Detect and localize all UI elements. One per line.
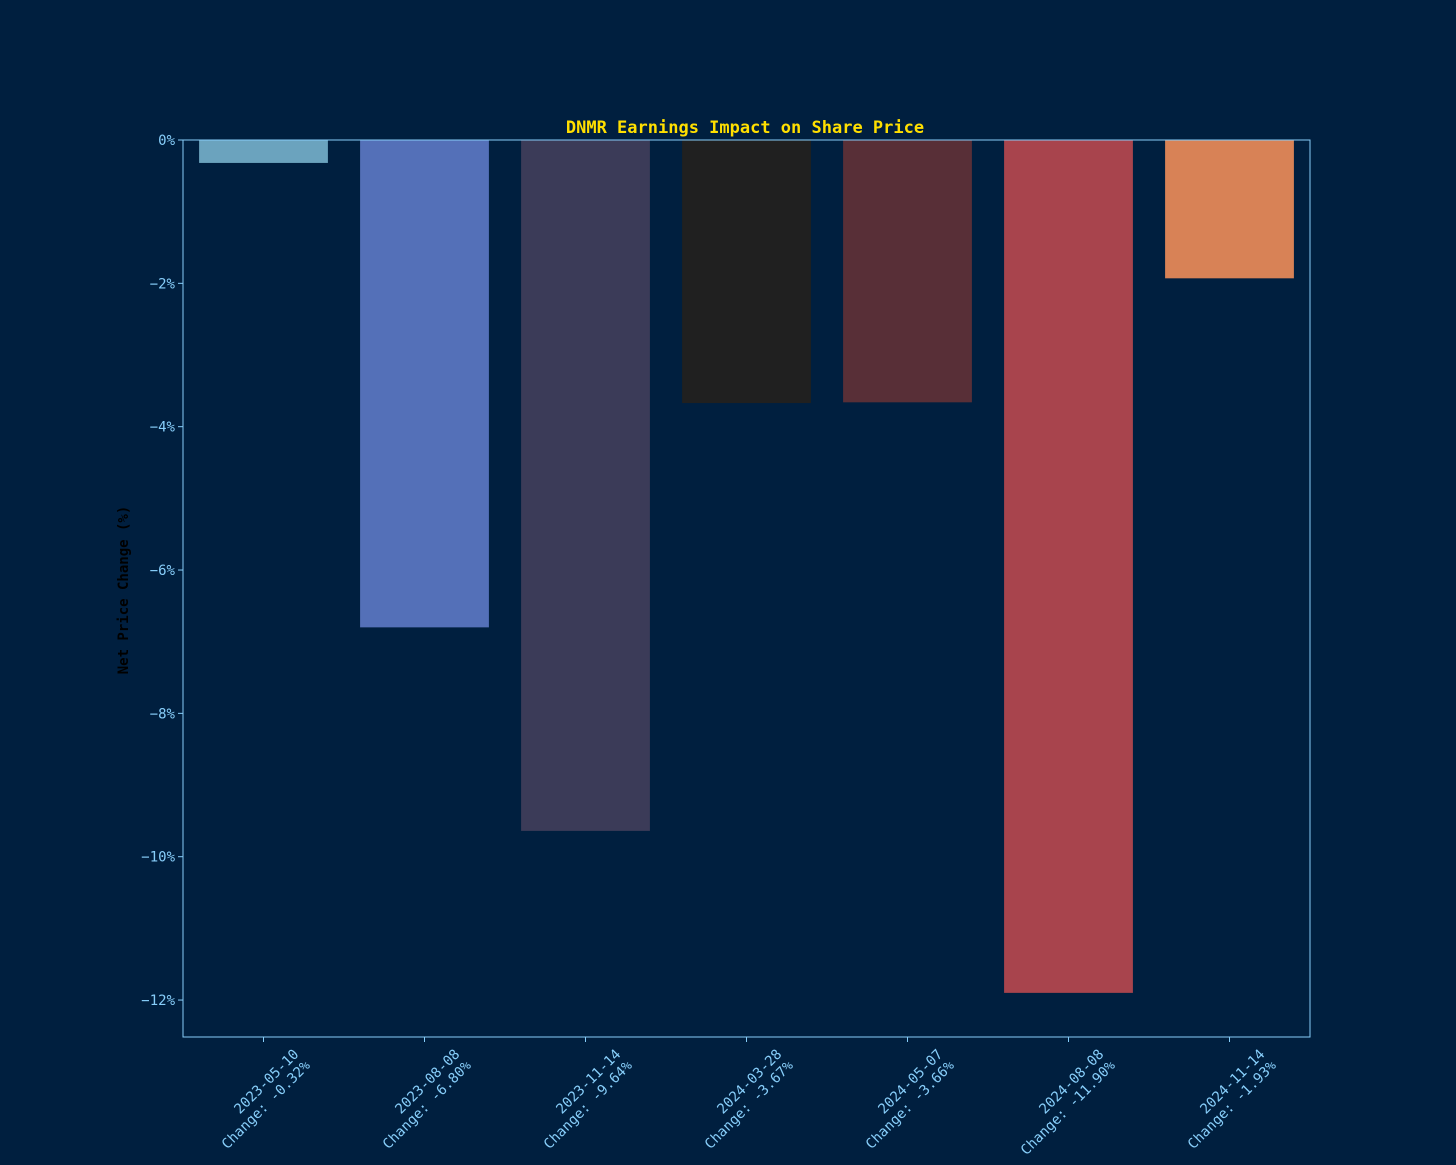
y-tick-label: −6% <box>150 563 176 579</box>
bar-2023-05-10 <box>199 140 328 163</box>
y-tick-label: −12% <box>141 993 175 1009</box>
bar-2023-11-14 <box>521 140 650 831</box>
bars-layer <box>199 140 1294 993</box>
y-tick-label: −4% <box>150 420 176 436</box>
bar-2024-05-07 <box>843 140 972 403</box>
y-tick-label: −8% <box>150 706 176 722</box>
y-tick-label: −2% <box>150 276 176 292</box>
chart-title: DNMR Earnings Impact on Share Price <box>566 118 924 138</box>
bar-2024-03-28 <box>682 140 811 404</box>
y-tick-label: −10% <box>141 850 175 866</box>
y-axis-label: Net Price Change (%) <box>116 506 132 675</box>
y-axis: 0% −2% −4% −6% −8% −10% −12% <box>141 133 183 1009</box>
bar-2024-08-08 <box>1004 140 1133 993</box>
bar-2023-08-08 <box>360 140 489 628</box>
y-tick-label: 0% <box>158 133 175 149</box>
bar-2024-11-14 <box>1165 140 1294 279</box>
